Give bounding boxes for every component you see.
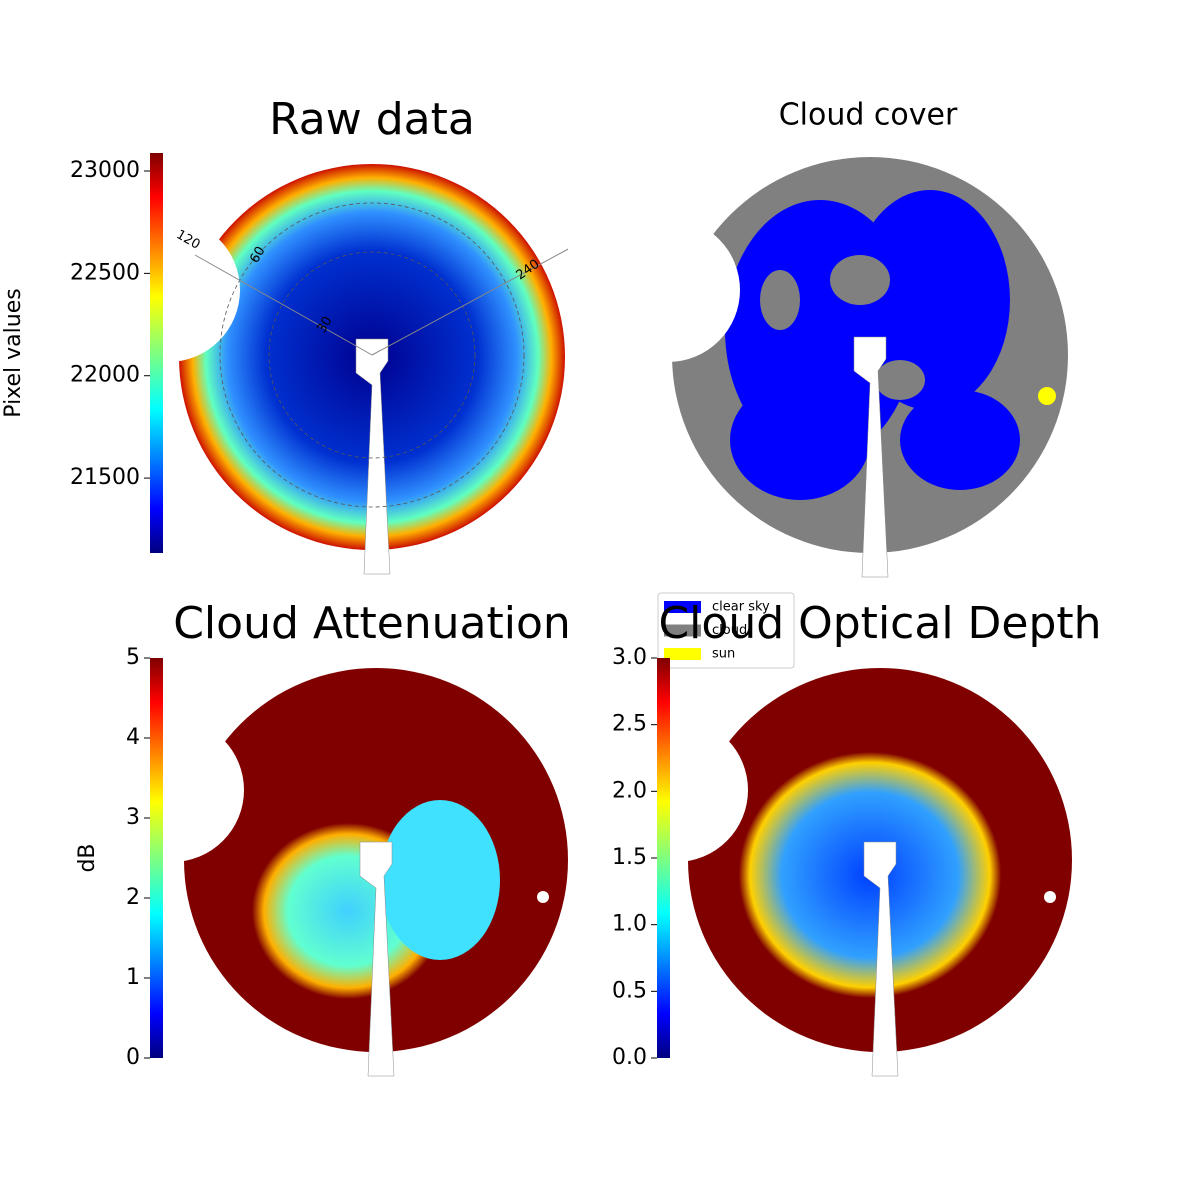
mask-notch: [68, 140, 138, 440]
colorbar-tick-label: 3: [126, 805, 140, 830]
colorbar-tick-label: 21500: [70, 465, 140, 490]
legend-swatch: [664, 624, 701, 637]
panel: [72, 640, 568, 1077]
colorbar-tick-label: 1: [126, 965, 140, 990]
mask-arm: [863, 841, 899, 1077]
mask-notch: [568, 140, 638, 440]
polar-grid: [371, 246, 573, 356]
colorbar: [150, 658, 163, 1058]
attenuation-region: [380, 800, 500, 960]
colorbar-tick-label: 1.0: [612, 912, 647, 937]
mask-arm: [359, 841, 395, 1077]
mask-notch: [576, 640, 646, 940]
legend-swatch: [664, 601, 701, 613]
colorbar-tick-label: 4: [126, 725, 140, 750]
colorbar-tick-label: 2: [126, 885, 140, 910]
panel-title: Raw data: [269, 94, 475, 145]
polar-grid: [194, 254, 373, 356]
cloud-region: [830, 255, 890, 305]
mask-arm: [853, 336, 889, 578]
legend-label: cloud: [712, 623, 747, 638]
panel: [568, 140, 1068, 578]
mask-notch: [72, 640, 142, 940]
polar-label: 60: [247, 244, 268, 266]
sun-mask: [1044, 891, 1056, 903]
clear-region: [900, 390, 1020, 490]
panel-title: Cloud Optical Depth: [658, 598, 1101, 649]
cloud-region: [760, 270, 800, 330]
clear-region: [730, 380, 870, 500]
panel-title: Cloud Attenuation: [173, 598, 571, 649]
legend-label: clear sky: [712, 600, 770, 615]
colorbar-tick-label: 22500: [70, 260, 140, 285]
legend-label: sun: [712, 647, 735, 662]
sun: [1038, 387, 1056, 405]
panel-title: Cloud cover: [779, 98, 958, 133]
colorbar-tick-label: 2.5: [612, 712, 647, 737]
colorbar-tick-label: 0.0: [612, 1045, 647, 1070]
colorbar-tick-label: 0: [126, 1045, 140, 1070]
polar-grid: [268, 251, 476, 459]
colorbar-tick-label: 0.5: [612, 978, 647, 1003]
panel: [576, 640, 1072, 1077]
colorbar-tick-label: 5: [126, 645, 140, 670]
colorbar: [657, 658, 670, 1058]
legend-swatch: [664, 648, 701, 660]
polar-grid: [219, 202, 525, 508]
colorbar-label: dB: [75, 843, 100, 872]
cloud-region: [875, 360, 925, 400]
colorbar: [150, 153, 163, 553]
polar-label: 30: [314, 314, 335, 336]
colorbar-tick-label: 22000: [70, 363, 140, 388]
colorbar-tick-label: 1.5: [612, 845, 647, 870]
sun-mask: [537, 891, 549, 903]
colorbar-tick-label: 2.0: [612, 778, 647, 803]
colorbar-tick-label: 3.0: [612, 645, 647, 670]
clear-region: [850, 190, 1010, 410]
colorbar-label: Pixel values: [1, 288, 26, 417]
colorbar-tick-label: 23000: [70, 158, 140, 183]
